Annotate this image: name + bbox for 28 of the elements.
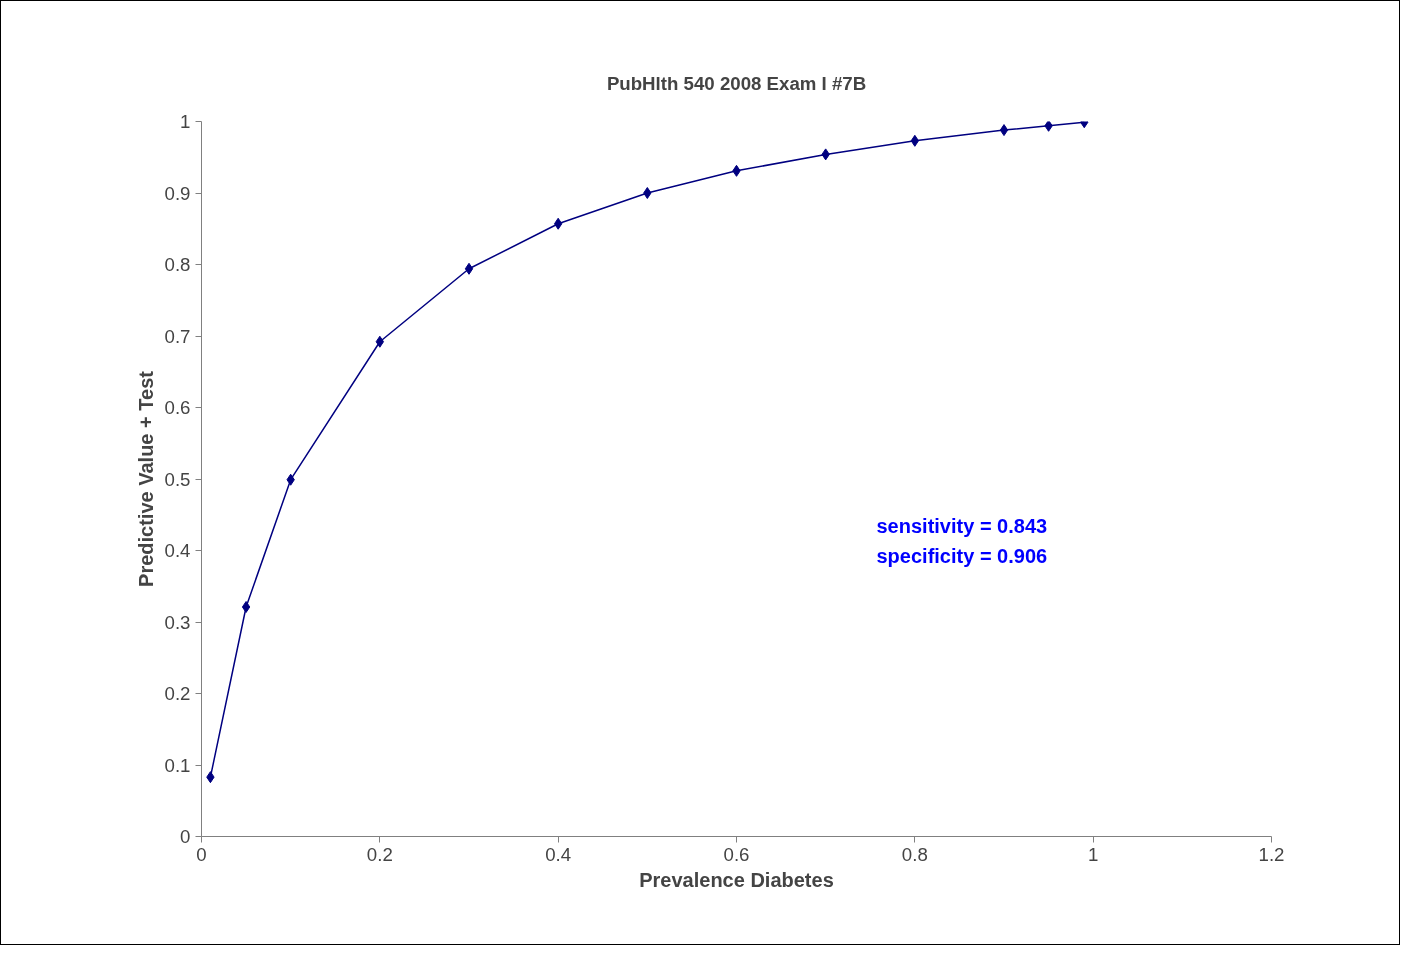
y-tick-label: 0.6 — [164, 397, 191, 418]
y-tick-label: 0.3 — [164, 611, 191, 633]
y-tick-label: 0.2 — [164, 683, 191, 704]
chart-title: PubHlth 540 2008 Exam I #7B — [606, 73, 867, 94]
x-tick-label: 0.4 — [545, 843, 572, 865]
y-tick-label: 0 — [180, 826, 191, 847]
point — [999, 124, 1009, 137]
y-tick-label: 0.1 — [164, 754, 191, 776]
y-tick-label: 0.5 — [164, 468, 191, 490]
y-axis-title: Predictive Value + Test — [134, 370, 157, 587]
annotation: sensitivity = 0.843 — [876, 514, 1048, 537]
x-tick-label: 0 — [196, 843, 207, 865]
x-tick-label: 1 — [1087, 843, 1099, 865]
point — [1044, 121, 1053, 132]
x-tick-label: 0.2 — [366, 843, 393, 865]
point — [643, 187, 652, 199]
y-tick-label: 1 — [180, 111, 191, 132]
y-tick-label: 0.4 — [164, 540, 191, 561]
x-tick-label: 0.6 — [723, 843, 750, 865]
x-tick-label: 1.2 — [1258, 843, 1285, 865]
point — [464, 262, 474, 275]
annotation: specificity = 0.906 — [876, 544, 1048, 567]
y-tick-label: 0.8 — [164, 254, 191, 275]
y-tick-label: 0.7 — [164, 325, 191, 347]
x-axis-title: Prevalence Diabetes — [639, 868, 834, 891]
x-tick-label: 0.8 — [901, 843, 928, 865]
y-tick-label: 0.9 — [164, 182, 191, 204]
point — [241, 600, 251, 613]
